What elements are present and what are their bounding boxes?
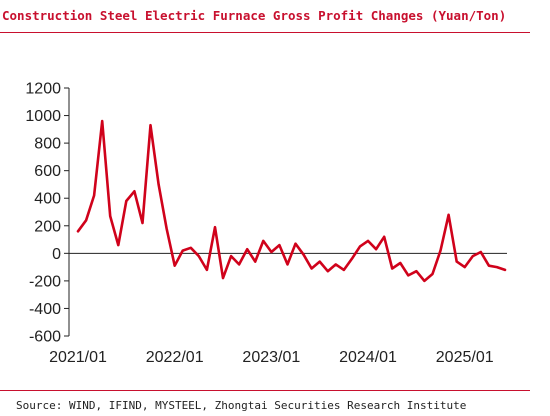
chart-title: Construction Steel Electric Furnace Gros… [2, 8, 507, 23]
data-point [117, 244, 120, 246]
data-point [431, 273, 434, 275]
data-point [310, 267, 313, 270]
x-tick-label: 2023/01 [242, 349, 300, 366]
x-tick-label: 2025/01 [436, 349, 494, 366]
data-point [383, 236, 386, 238]
data-point [327, 270, 329, 273]
data-point [455, 260, 458, 263]
y-tick-label: -600 [29, 329, 61, 346]
y-axis: -600 -400 -200 0 200 400 600 800 1000 1200 [25, 81, 70, 346]
data-point [181, 249, 184, 252]
data-point [415, 270, 418, 273]
series-line [76, 119, 507, 283]
data-point [278, 244, 281, 246]
data-point [165, 227, 168, 230]
data-point [93, 194, 95, 197]
data-point [141, 222, 144, 224]
data-point [286, 263, 289, 266]
data-point [439, 249, 442, 252]
data-point [463, 266, 466, 268]
data-point [125, 200, 128, 202]
data-point [246, 248, 248, 250]
data-point [302, 253, 305, 256]
x-tick-label: 2024/01 [339, 349, 397, 366]
data-point [480, 251, 482, 253]
data-point [173, 264, 176, 267]
data-point [254, 260, 256, 263]
data-point [133, 190, 136, 193]
y-tick-label: 200 [34, 218, 61, 235]
data-point [399, 262, 402, 264]
data-point [214, 226, 216, 228]
data-point [359, 245, 361, 248]
data-point [343, 269, 345, 271]
data-point [294, 242, 297, 245]
series-layer [76, 119, 507, 283]
x-tick-label: 2021/01 [49, 349, 107, 366]
source-note: Source: WIND, IFIND, MYSTEEL, Zhongtai S… [16, 399, 467, 412]
data-point [109, 215, 111, 217]
y-tick-label: 0 [52, 246, 61, 263]
data-point [335, 263, 337, 266]
data-point [157, 183, 160, 186]
data-point [504, 269, 506, 271]
data-point [206, 269, 208, 271]
header-divider [0, 32, 530, 33]
data-point [407, 274, 410, 277]
y-tick-label: 600 [34, 163, 61, 180]
data-point [391, 267, 394, 270]
footer-divider [0, 390, 530, 391]
data-point [85, 219, 87, 222]
data-point [77, 230, 79, 233]
data-point [447, 214, 450, 216]
data-point [423, 280, 426, 282]
x-axis: 2021/01 2022/01 2023/01 2024/01 2025/01 [49, 349, 494, 366]
data-point [318, 260, 321, 263]
data-point [270, 251, 273, 253]
data-point [238, 263, 240, 266]
line-chart: -600 -400 -200 0 200 400 600 800 1000 1200 2021/0… [25, 81, 507, 366]
data-point [472, 255, 474, 257]
data-point [101, 120, 103, 122]
x-tick-label: 2022/01 [146, 349, 204, 366]
data-point [230, 255, 232, 257]
data-point [149, 124, 152, 126]
data-point [198, 255, 200, 257]
y-tick-label: 1200 [25, 81, 61, 98]
data-point [488, 264, 490, 267]
y-tick-label: 1000 [25, 108, 61, 125]
y-tick-label: -400 [29, 301, 61, 318]
data-point [367, 240, 369, 242]
data-point [351, 258, 353, 260]
data-point [262, 240, 265, 242]
y-tick-label: 400 [34, 191, 61, 208]
y-tick-label: -200 [29, 273, 61, 290]
y-tick-label: 800 [34, 136, 61, 153]
data-point [375, 248, 377, 250]
data-point [222, 277, 224, 279]
data-point [496, 266, 498, 268]
data-point [190, 247, 192, 249]
